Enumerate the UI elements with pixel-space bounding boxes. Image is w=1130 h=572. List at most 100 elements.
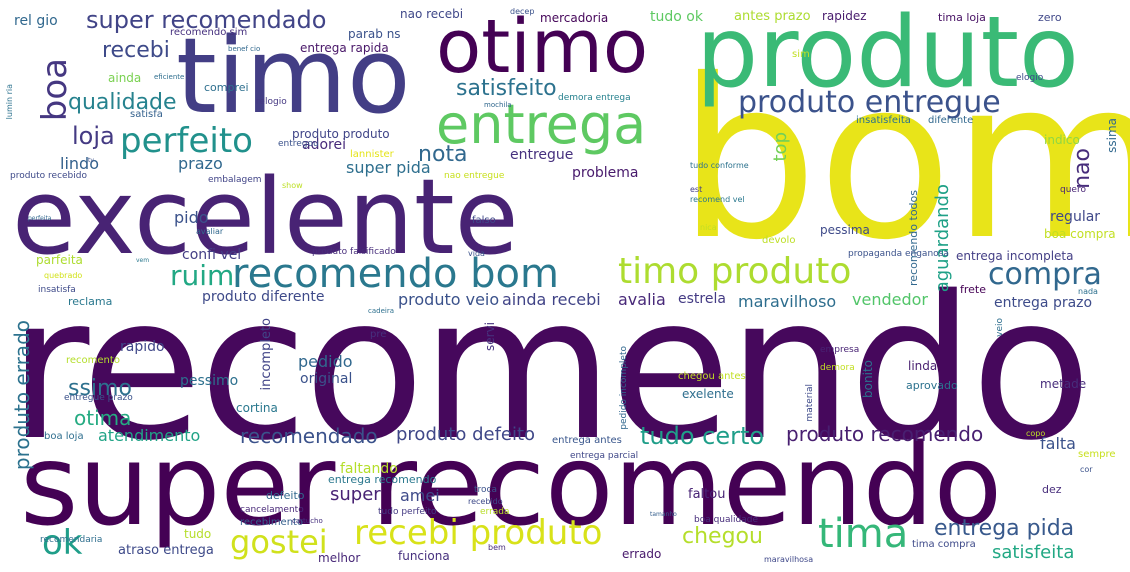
word-produto: produto — [696, 0, 1080, 110]
word-compra: compra — [988, 257, 1102, 292]
word-super-pida: super pida — [346, 158, 431, 177]
word-cor: cor — [1080, 465, 1093, 474]
word-otima: otima — [74, 406, 132, 430]
word-entrega: entrega — [436, 93, 647, 156]
word-relogio: relogio — [256, 97, 287, 107]
word-parfeita: parfeita — [36, 253, 83, 267]
word-aguardando: aguardando — [932, 184, 953, 293]
word-recomendaria: recomendaria — [40, 535, 103, 545]
word-decep: decep — [510, 7, 535, 16]
word-servi: servi — [483, 322, 497, 352]
word-lindo: lindo — [60, 154, 99, 173]
word-metade: metade — [1040, 377, 1087, 391]
word-falso: falso — [472, 215, 496, 226]
word-quebrado: quebrado — [44, 271, 83, 280]
word-est: est — [690, 185, 703, 194]
word-entrega-incompleta: entrega incompleta — [956, 249, 1074, 263]
word-entrega-prazo: entrega prazo — [994, 295, 1093, 311]
word-tima: tima — [818, 511, 909, 557]
word-produto-recomendo: produto recomendo — [786, 422, 984, 446]
word-pedido-incompleto: pedido incompleto — [619, 346, 629, 430]
word-cancelamento: cancelamento — [240, 505, 304, 515]
word-pessima: pessima — [820, 223, 870, 237]
word-entregou: entregou — [278, 139, 319, 149]
word-cartucho: cartucho — [292, 517, 323, 525]
word-lumin-ria: lumin ria — [5, 84, 14, 120]
word-boa-loja: boa loja — [44, 431, 84, 442]
word-super: super — [330, 484, 381, 505]
word-errada: errada — [480, 507, 510, 517]
word-recomendo-bom: recomendo bom — [232, 251, 559, 297]
word-otimo: otimo — [436, 4, 649, 90]
word-reclama: reclama — [68, 295, 113, 308]
word-insatisfa: insatisfa — [38, 285, 76, 295]
word-diferente: diferente — [928, 115, 974, 126]
word-super-recomendado: super recomendado — [86, 6, 327, 34]
word-avalia: avalia — [618, 290, 666, 309]
word-empresa: empresa — [820, 345, 860, 355]
word-embalagem: embalagem — [208, 175, 262, 185]
word-recomendo-sim: recomendo sim — [170, 27, 248, 38]
word-tudo: tudo — [184, 527, 212, 541]
word-problema: problema — [572, 165, 639, 181]
word-melhor: melhor — [318, 551, 361, 565]
word-aprovado: aprovado — [906, 379, 958, 392]
word-tima-loja: tima loja — [938, 11, 986, 24]
word-bem: bem — [488, 543, 506, 552]
word-rapido: rapido — [120, 339, 165, 355]
word-gostei: gostei — [230, 523, 328, 561]
word-copo: copo — [1026, 429, 1046, 438]
word-satisfeita: satisfeita — [992, 542, 1075, 563]
word-falta: falta — [1040, 434, 1076, 453]
word-produto-falsificado: produto falsificado — [312, 247, 396, 257]
word-show: show — [282, 181, 303, 190]
word-entrega-pida: entrega pida — [934, 516, 1075, 541]
word-bom: bom — [678, 32, 1130, 288]
word-propaganda-enganosa: propaganda enganosa — [848, 249, 949, 259]
word-ainda: ainda — [108, 71, 142, 85]
word-maravilhoso: maravilhoso — [738, 292, 837, 311]
word-vida: vida — [468, 249, 485, 258]
word-demora: demora — [820, 363, 855, 373]
word-troca: troca — [474, 485, 498, 495]
word-loja: loja — [72, 122, 115, 150]
word-perfeito: perfeito — [120, 121, 253, 161]
word-elogio: elogio — [1016, 73, 1044, 83]
word-atraso-entrega: atraso entrega — [118, 543, 214, 558]
word-lannister: lannister — [350, 149, 394, 160]
word-frete: frete — [960, 283, 987, 296]
word-tudo-conforme: tudo conforme — [690, 161, 749, 170]
word-nao: nao — [1070, 148, 1095, 189]
word-recebi: recebi — [102, 38, 170, 63]
word-boa-qualidade: boa qualidade — [694, 515, 759, 525]
word-super-recomendo: super recomendo — [20, 421, 1003, 551]
word-funciona: funciona — [398, 549, 450, 563]
word-recomend-vel: recomend vel — [690, 195, 745, 204]
word-chegou-antes: chegou antes — [678, 371, 746, 382]
word-tudo-certo: tudo certo — [640, 422, 765, 450]
word-produto-errado: produto errado — [10, 320, 34, 471]
word-produto-diferente: produto diferente — [202, 289, 325, 305]
word-pessimo: pessimo — [180, 373, 239, 389]
word-parab-ns: parab ns — [348, 27, 401, 41]
word-bonito: bonito — [861, 360, 875, 398]
word-recomendo-todos: recomendo todos — [907, 190, 920, 286]
word-zero: zero — [1038, 11, 1062, 24]
word-veio: veio — [995, 318, 1005, 337]
word-recomendado: recomendado — [240, 424, 378, 448]
word-faltando: faltando — [340, 461, 398, 477]
word-ok: ok — [42, 523, 83, 563]
word-boa: boa — [35, 58, 75, 122]
word-quero: quero — [1060, 185, 1086, 195]
word-eficiente: eficiente — [154, 73, 185, 81]
word-pedido: pedido — [298, 352, 353, 371]
word-mercadoria: mercadoria — [540, 11, 609, 25]
word-sim: sim — [792, 49, 810, 60]
word-produto-entregue: produto entregue — [738, 85, 1001, 120]
word-qualidade: qualidade — [68, 90, 177, 115]
word-antes-prazo: antes prazo — [734, 9, 811, 24]
word-cortina: cortina — [236, 401, 278, 415]
word-incompleto: incompleto — [259, 318, 274, 391]
word-dez: dez — [1042, 483, 1062, 496]
word-exelente: exelente — [682, 387, 734, 401]
